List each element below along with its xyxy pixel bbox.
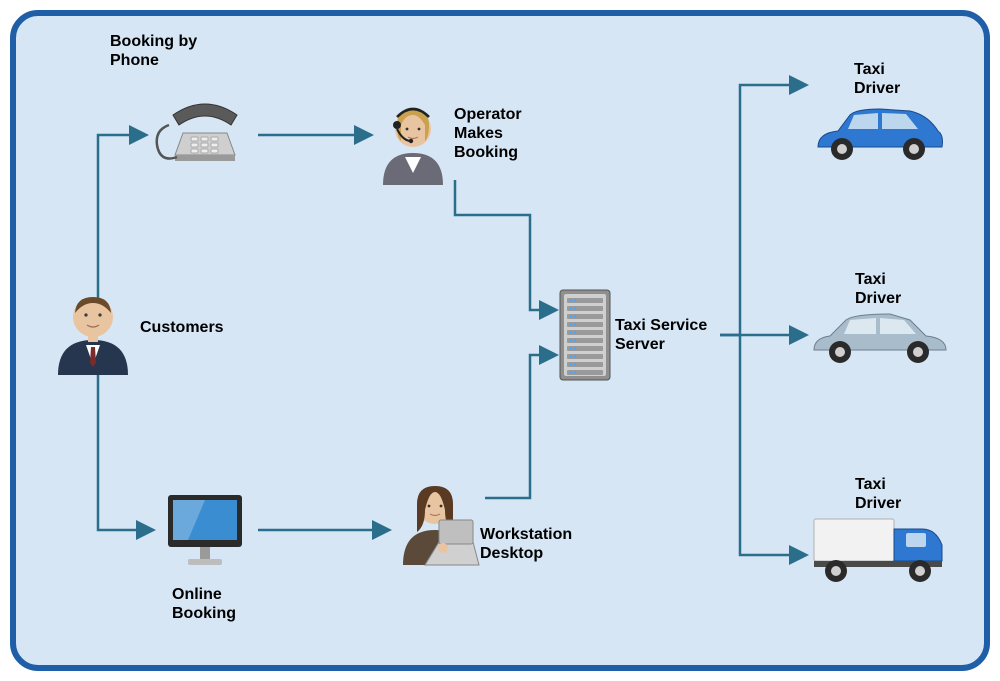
driver2-label: Taxi Driver	[855, 270, 901, 308]
workstation-label: Workstation Desktop	[480, 525, 572, 563]
phone-label: Booking by Phone	[110, 32, 197, 70]
driver3-label: Taxi Driver	[855, 475, 901, 513]
operator-label: Operator Makes Booking	[454, 105, 522, 163]
driver1-label: Taxi Driver	[854, 60, 900, 98]
customers-label: Customers	[140, 318, 224, 337]
server-label: Taxi Service Server	[615, 316, 707, 354]
online-label: Online Booking	[172, 585, 236, 623]
